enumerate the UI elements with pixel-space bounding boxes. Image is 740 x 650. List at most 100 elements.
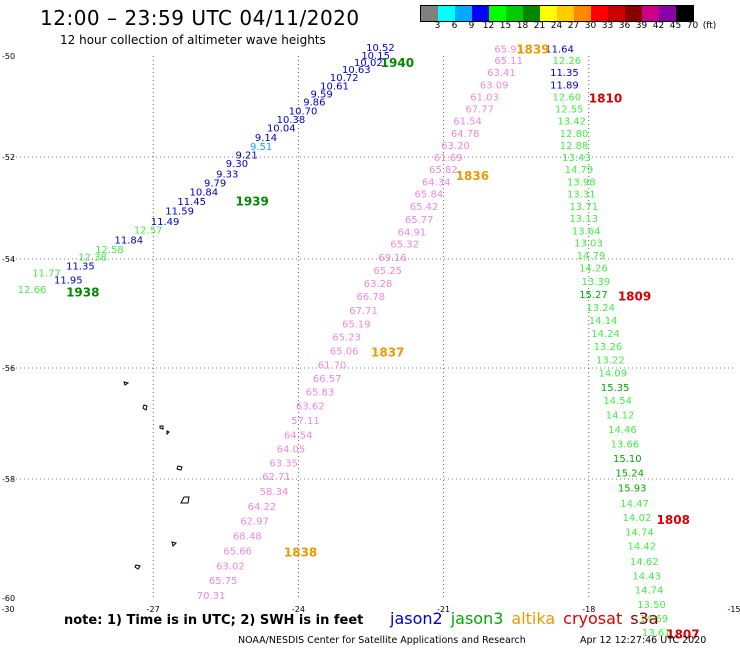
wave-height-label: 14.09 [598, 368, 627, 379]
y-tick-label: -60 [2, 594, 15, 603]
wave-height-label: 13.98 [567, 177, 596, 188]
wave-height-label: 65.77 [405, 215, 434, 226]
wave-height-label: 14.42 [628, 542, 657, 553]
wave-height-label: 11.35 [66, 262, 95, 273]
wave-height-label: 13.64 [572, 226, 601, 237]
wave-height-label: 11.84 [114, 236, 143, 247]
legend-label: (ft) [702, 21, 717, 31]
wave-height-label: 14.12 [606, 411, 635, 422]
color-scale-legend [420, 5, 694, 22]
wave-height-label: 67.77 [465, 105, 494, 116]
wave-height-label: 10.38 [277, 115, 306, 126]
satellite-key: jason2 jason3 altika cryosat s3a [390, 609, 667, 628]
wave-height-label: 13.22 [596, 355, 625, 366]
y-tick-label: -54 [2, 255, 15, 264]
wave-height-label: 63.09 [480, 80, 509, 91]
pass-time-label: 1838 [284, 546, 317, 560]
wave-height-label: 10.63 [342, 65, 371, 76]
wave-height-label: 15.35 [601, 383, 630, 394]
pass-time-label: 1808 [657, 513, 690, 527]
wave-height-label: 65.06 [330, 347, 359, 358]
satellite-key-jason3: jason3 [450, 609, 504, 628]
island-outline [134, 564, 141, 570]
wave-height-label: 57.11 [291, 416, 320, 427]
wave-height-label: 10.02 [354, 58, 383, 69]
wave-height-label: 14.47 [620, 499, 649, 510]
wave-height-label: 11.59 [165, 207, 194, 218]
wave-height-label: 12.80 [560, 129, 589, 140]
pass-time-label: 1837 [371, 346, 404, 360]
wave-height-label: 62.97 [240, 517, 269, 528]
satellite-key-cryosat: cryosat [563, 609, 623, 628]
wave-height-label: 12.57 [134, 225, 163, 236]
legend-label: 9 [468, 21, 475, 31]
wave-height-label: 65.66 [223, 546, 252, 557]
wave-height-label: 12.60 [553, 92, 582, 103]
legend-swatch [574, 6, 591, 21]
wave-height-label: 9.33 [216, 169, 238, 180]
wave-height-label: 14.26 [579, 264, 608, 275]
legend-label: 30 [584, 21, 597, 31]
wave-height-label: 9.79 [204, 179, 226, 190]
wave-height-label: 14.02 [623, 513, 652, 524]
wave-height-label: 65.32 [390, 240, 419, 251]
generated-timestamp: Apr 12 12:27:46 UTC 2020 [580, 635, 707, 646]
wave-height-label: 65.75 [209, 576, 238, 587]
wave-height-label: 66.57 [313, 374, 342, 385]
map-subtitle: 12 hour collection of altimeter wave hei… [60, 33, 326, 47]
wave-height-label: 13.13 [569, 214, 598, 225]
wave-height-label: 62.71 [262, 472, 291, 483]
wave-height-label: 13.61 [642, 628, 671, 639]
wave-height-label: 9.86 [303, 97, 325, 108]
y-axis-ticks: -50 -52 -54 -56 -58 -60 [2, 52, 15, 603]
island-outline [171, 541, 177, 547]
wave-height-label: 12.88 [560, 141, 589, 152]
legend-label: 24 [550, 21, 563, 31]
legend-swatch [642, 6, 659, 21]
wave-height-label: 14.74 [625, 527, 654, 538]
wave-height-label: 63.20 [441, 141, 470, 152]
grid-lines [8, 56, 734, 598]
wave-height-label: 10.84 [190, 188, 219, 199]
wave-height-label: 63.62 [296, 402, 325, 413]
wave-height-label: 12.55 [555, 105, 584, 116]
x-tick-label: -15 [727, 605, 740, 614]
wave-height-label: 13.71 [569, 202, 598, 213]
legend-swatch [438, 6, 455, 21]
wave-height-label: 15.10 [613, 454, 642, 465]
wave-height-label: 65.82 [429, 165, 458, 176]
pass-time-label: 1938 [66, 286, 99, 300]
y-tick-label: -50 [2, 52, 15, 61]
wave-height-label: 63.02 [216, 561, 245, 572]
legend-label: 27 [567, 21, 580, 31]
y-tick-label: -58 [2, 475, 15, 484]
x-tick-label: -27 [147, 605, 160, 614]
wave-height-label: 11.77 [32, 269, 61, 280]
wave-height-label: 11.45 [177, 197, 206, 208]
legend-label: 39 [635, 21, 648, 31]
wave-height-label: 12.26 [553, 56, 582, 67]
legend-swatch [455, 6, 472, 21]
wave-height-label: 65.84 [415, 190, 444, 201]
footer-note: note: 1) Time is in UTC; 2) SWH is in fe… [64, 613, 364, 628]
wave-height-label: 12.38 [78, 252, 107, 263]
pass-time-label: 1839 [516, 43, 549, 57]
wave-height-label: 64.54 [284, 431, 313, 442]
wave-height-label: 66.78 [356, 292, 385, 303]
legend-label: 21 [533, 21, 546, 31]
wave-height-label: 14.69 [640, 614, 669, 625]
map-title: 12:00 – 23:59 UTC 04/11/2020 [40, 6, 360, 30]
wave-height-label: 14.24 [591, 329, 620, 340]
wave-height-label: 9.51 [250, 142, 272, 153]
wave-height-label: 65.11 [494, 56, 523, 67]
island-outline [166, 430, 170, 436]
legend-swatch [540, 6, 557, 21]
wave-height-label: 11.95 [54, 276, 83, 287]
wave-height-labels: 12.6611.7711.9511.3512.3812.5811.8412.57… [18, 43, 671, 639]
wave-height-label: 9.30 [226, 159, 248, 170]
island-outline [123, 381, 130, 386]
satellite-key-s3a: s3a [630, 609, 659, 628]
wave-height-label: 64.22 [248, 502, 277, 513]
wave-height-label: 11.89 [550, 80, 579, 91]
